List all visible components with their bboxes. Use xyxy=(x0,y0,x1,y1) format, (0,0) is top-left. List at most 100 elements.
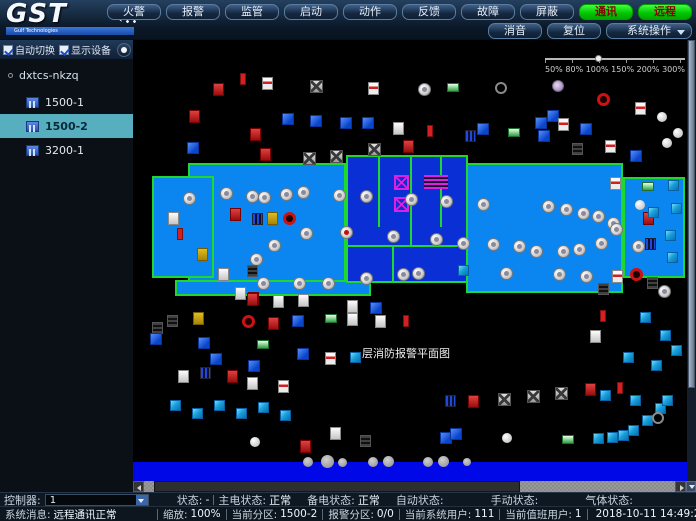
device-icon-wb[interactable] xyxy=(502,433,512,443)
device-icon-f[interactable] xyxy=(368,143,381,156)
device-icon-w[interactable] xyxy=(330,427,341,440)
fire-alarm-button[interactable]: 火警 xyxy=(107,4,161,20)
device-icon-w[interactable] xyxy=(235,287,246,300)
device-icon-r[interactable] xyxy=(468,395,479,408)
zoom-label-50[interactable]: 50% xyxy=(545,65,563,74)
device-icon-r[interactable] xyxy=(230,208,241,221)
device-icon-r2[interactable] xyxy=(177,228,183,240)
device-icon-r[interactable] xyxy=(585,383,596,396)
device-icon-rw[interactable] xyxy=(368,82,379,95)
device-icon-w[interactable] xyxy=(393,122,404,135)
device-icon-rw[interactable] xyxy=(278,380,289,393)
tree-item-1500-2[interactable]: 1500-2 xyxy=(0,114,133,138)
show-devices-checkbox[interactable] xyxy=(59,45,69,55)
device-icon-f[interactable] xyxy=(330,150,343,163)
device-icon-r[interactable] xyxy=(268,317,279,330)
device-icon-d[interactable] xyxy=(412,267,425,280)
scrollbar-corner-button[interactable] xyxy=(686,481,696,492)
device-icon-w[interactable] xyxy=(347,313,358,326)
reset-button[interactable]: 复位 xyxy=(547,23,601,39)
device-icon-rw[interactable] xyxy=(635,102,646,115)
device-icon-c[interactable] xyxy=(628,425,639,436)
device-icon-c[interactable] xyxy=(671,345,682,356)
device-icon-r[interactable] xyxy=(300,440,311,453)
device-icon-d[interactable] xyxy=(322,277,335,290)
device-icon-d[interactable] xyxy=(293,277,306,290)
device-icon-db[interactable] xyxy=(645,238,656,250)
system-operation-menu[interactable]: 系统操作 xyxy=(606,23,692,39)
device-icon-d[interactable] xyxy=(333,189,346,202)
device-icon-w[interactable] xyxy=(347,300,358,313)
device-icon-wb[interactable] xyxy=(657,112,667,122)
device-icon-p[interactable] xyxy=(552,80,564,92)
device-icon-c[interactable] xyxy=(458,265,469,276)
vertical-scrollbar-handle[interactable] xyxy=(688,40,695,388)
device-icon-wb[interactable] xyxy=(662,138,672,148)
zoom-label-80[interactable]: 80% xyxy=(565,65,583,74)
plan-canvas[interactable]: 50% 80% 100% 150% 200% 300% xyxy=(133,40,687,481)
device-icon-d[interactable] xyxy=(257,277,270,290)
device-icon-d[interactable] xyxy=(387,230,400,243)
device-icon-b[interactable] xyxy=(198,337,210,349)
device-icon-r2[interactable] xyxy=(240,73,246,85)
device-icon-g[interactable] xyxy=(325,314,337,323)
device-icon-db[interactable] xyxy=(200,367,211,379)
device-icon-c[interactable] xyxy=(668,180,679,191)
device-icon-b[interactable] xyxy=(150,333,162,345)
device-icon-k[interactable] xyxy=(572,143,583,155)
device-icon-rw[interactable] xyxy=(558,118,569,131)
device-icon-d[interactable] xyxy=(610,223,623,236)
device-icon-k[interactable] xyxy=(598,283,609,295)
device-icon-w[interactable] xyxy=(247,377,258,390)
device-icon-y[interactable] xyxy=(267,212,278,225)
device-icon-d[interactable] xyxy=(632,240,645,253)
horizontal-scrollbar[interactable] xyxy=(133,481,696,492)
zoom-slider-handle[interactable] xyxy=(595,55,602,62)
shield-button[interactable]: 屏蔽 xyxy=(520,4,574,20)
device-icon-k[interactable] xyxy=(167,315,178,327)
device-icon-dr[interactable] xyxy=(340,226,353,239)
device-icon-k[interactable] xyxy=(247,265,258,277)
device-icon-rw[interactable] xyxy=(612,270,623,283)
device-icon-d[interactable] xyxy=(592,210,605,223)
device-icon-g[interactable] xyxy=(447,83,459,92)
device-icon-c[interactable] xyxy=(192,408,203,419)
action-button[interactable]: 动作 xyxy=(343,4,397,20)
mute-button[interactable]: 消音 xyxy=(488,23,542,39)
device-icon-d[interactable] xyxy=(500,267,513,280)
device-icon-d[interactable] xyxy=(297,186,310,199)
device-icon-c[interactable] xyxy=(280,410,291,421)
device-icon-b[interactable] xyxy=(362,117,374,129)
device-icon-k[interactable] xyxy=(360,435,371,447)
device-icon-r2[interactable] xyxy=(403,315,409,327)
device-icon-c[interactable] xyxy=(607,432,618,443)
device-icon-d[interactable] xyxy=(268,239,281,252)
controller-select[interactable]: 1 xyxy=(45,494,149,506)
device-icon-r[interactable] xyxy=(250,128,261,141)
device-icon-d[interactable] xyxy=(577,207,590,220)
device-icon-c[interactable] xyxy=(600,390,611,401)
device-icon-b[interactable] xyxy=(580,123,592,135)
start-button[interactable]: 启动 xyxy=(284,4,338,20)
device-icon-c[interactable] xyxy=(593,433,604,444)
device-icon-y[interactable] xyxy=(197,248,208,261)
device-icon-c[interactable] xyxy=(623,352,634,363)
device-icon-d[interactable] xyxy=(360,272,373,285)
fault-button[interactable]: 故障 xyxy=(461,4,515,20)
device-icon-r[interactable] xyxy=(247,293,258,306)
device-icon-r[interactable] xyxy=(227,370,238,383)
device-icon-c[interactable] xyxy=(236,408,247,419)
device-icon-b[interactable] xyxy=(477,123,489,135)
remote-button[interactable]: 远程 xyxy=(638,4,692,20)
device-icon-rw[interactable] xyxy=(605,140,616,153)
horizontal-scrollbar-handle[interactable] xyxy=(154,481,520,492)
device-icon-d[interactable] xyxy=(658,285,671,298)
device-icon-rw[interactable] xyxy=(262,77,273,90)
device-icon-r[interactable] xyxy=(189,110,200,123)
device-icon-w[interactable] xyxy=(375,315,386,328)
device-icon-db[interactable] xyxy=(252,213,263,225)
device-icon-c[interactable] xyxy=(651,360,662,371)
device-icon-c[interactable] xyxy=(170,400,181,411)
scroll-left-arrow[interactable] xyxy=(133,481,144,492)
device-icon-y[interactable] xyxy=(193,312,204,325)
